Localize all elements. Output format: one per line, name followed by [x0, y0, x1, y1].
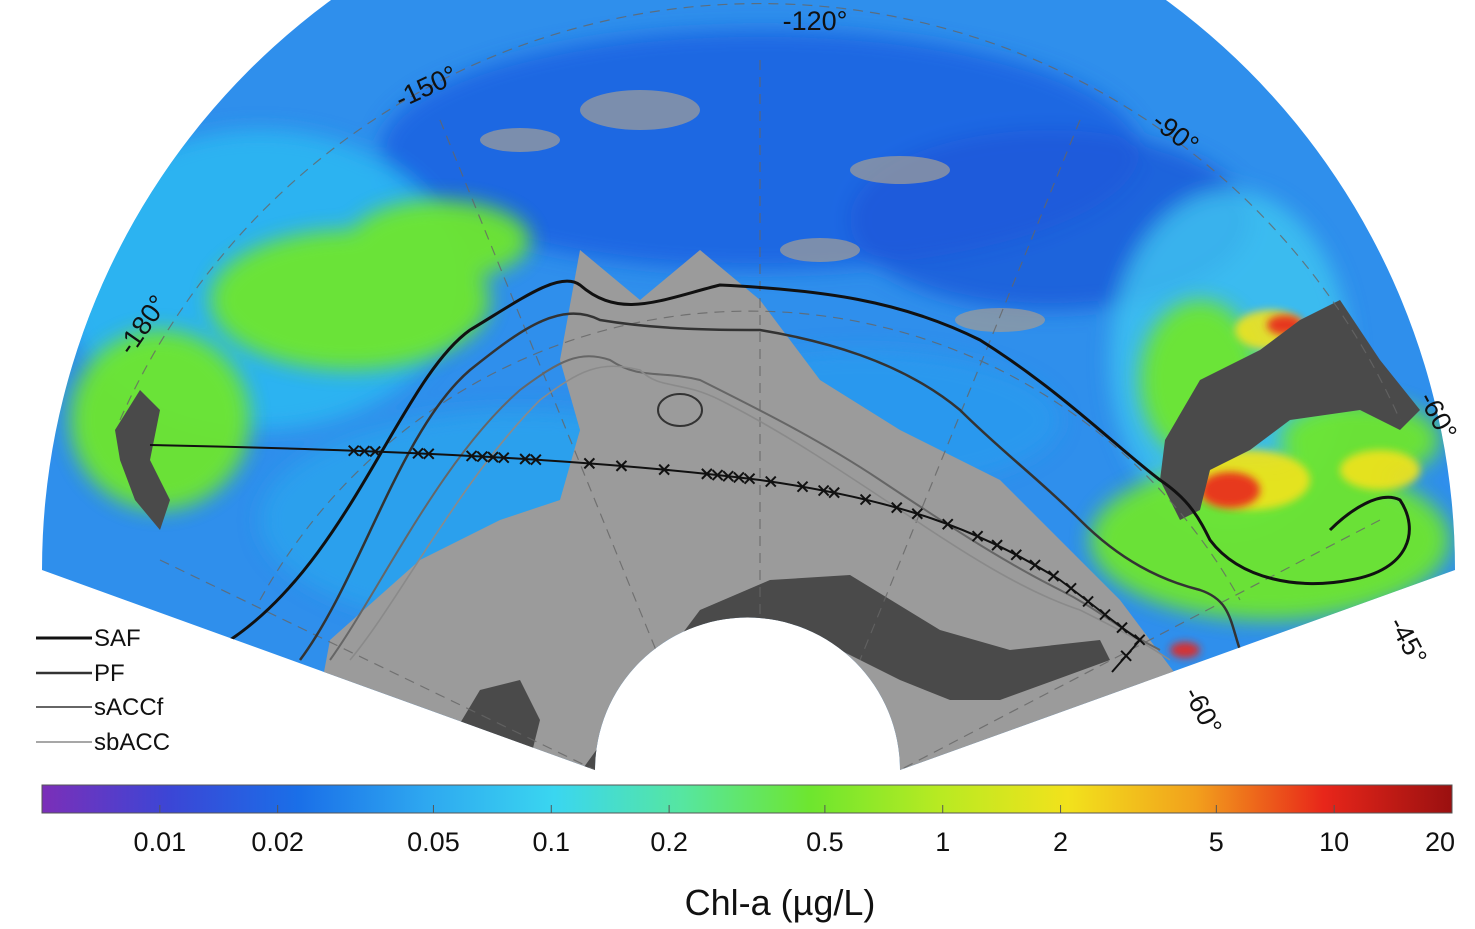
sample-station-marker: [743, 473, 756, 485]
sample-station-marker: [991, 539, 1003, 551]
sample-station-marker: [530, 453, 542, 466]
sample-station-marker: [828, 486, 840, 499]
lat-label-minus-60: -60°: [1178, 682, 1228, 740]
colorbar-tick-label: 5: [1209, 827, 1224, 857]
sample-station-marker: [487, 451, 499, 463]
colorbar-tick-label: 2: [1053, 827, 1068, 857]
colorbar-tick-label: 0.2: [650, 827, 688, 857]
sample-station-marker: [1120, 650, 1132, 662]
colorbar-title: Chl-a (µg/L): [685, 882, 876, 923]
sample-station-marker: [498, 452, 510, 464]
sbacc-front-line: [349, 365, 1171, 661]
sample-station-marker: [369, 445, 381, 458]
legend-label-pf: PF: [94, 660, 125, 687]
sample-station-marker: [911, 508, 924, 520]
pf-front-line: [298, 312, 1242, 661]
sample-station-marker: [891, 501, 903, 514]
sample-station-marker: [465, 450, 478, 462]
sample-station-marker: [1029, 559, 1041, 571]
sample-station-marker: [583, 457, 596, 470]
colorbar-gradient: [41, 784, 1453, 814]
pf-closed-contour: [657, 393, 703, 427]
sample-station-marker: [476, 450, 489, 463]
saf-front-line: [229, 279, 1411, 642]
sample-station-marker: [1099, 608, 1111, 621]
colorbar-tick-label: 0.05: [407, 827, 460, 857]
sample-station-marker: [1082, 595, 1094, 608]
sample-station-marker: [722, 470, 734, 482]
sample-station-marker: [423, 448, 435, 460]
sample-station-marker: [1133, 634, 1146, 646]
sample-station-marker: [817, 484, 830, 497]
colorbar-tick-label: 10: [1319, 827, 1349, 857]
saccf-front-line: [329, 355, 1161, 661]
sample-station-marker: [412, 447, 424, 460]
sample-station-marker: [348, 444, 360, 457]
graticule: [119, 2, 1401, 770]
sample-station-marker: [701, 468, 713, 480]
sample-station-marker: [859, 493, 872, 506]
sample-station-marker: [765, 475, 777, 488]
oceanic-front-lines: [229, 279, 1411, 661]
sample-station-marker: [942, 518, 954, 530]
lon-label-minus-120: -120°: [783, 6, 848, 36]
map-sector: [42, 0, 1455, 770]
fronts-legend: SAF PF sACCf sbACC: [36, 625, 170, 756]
new-zealand-land: [115, 390, 170, 530]
south-america-land: [1160, 300, 1420, 520]
sample-station-marker: [1116, 621, 1128, 634]
colorbar-tick-label: 0.1: [533, 827, 571, 857]
colorbar-tick-label: 0.02: [251, 827, 304, 857]
sample-station-marker: [358, 445, 371, 457]
colorbar-tick-label: 20: [1425, 827, 1455, 857]
sample-station-marker: [796, 480, 809, 493]
colorbar-tick-label: 1: [935, 827, 950, 857]
colorbar-ticks: 0.01 0.02 0.05 0.1 0.2 0.5 1 2 5 10 20: [134, 805, 1455, 857]
sample-station-marker: [519, 453, 531, 465]
sea-ice-speckle: [480, 90, 1045, 332]
sample-stations: [348, 444, 1146, 662]
lat-label-minus-45: -45°: [1383, 612, 1433, 670]
sample-station-marker: [711, 469, 724, 481]
sample-station-marker: [1047, 570, 1060, 582]
sample-station-marker: [658, 463, 670, 476]
sample-station-marker: [615, 460, 628, 472]
colorbar-tick-label: 0.5: [806, 827, 844, 857]
sample-station-marker: [733, 471, 745, 484]
legend-label-sbacc: sbACC: [94, 729, 170, 756]
legend-label-saccf: sACCf: [94, 694, 164, 721]
sample-station-marker: [1010, 549, 1022, 561]
sample-station-marker: [1065, 582, 1077, 595]
legend-label-saf: SAF: [94, 625, 141, 652]
colorbar: 0.01 0.02 0.05 0.1 0.2 0.5 1 2 5 10 20 Chl-a (µg/L…: [41, 784, 1455, 923]
colorbar-tick-label: 0.01: [134, 827, 187, 857]
sample-station-marker: [971, 530, 984, 542]
